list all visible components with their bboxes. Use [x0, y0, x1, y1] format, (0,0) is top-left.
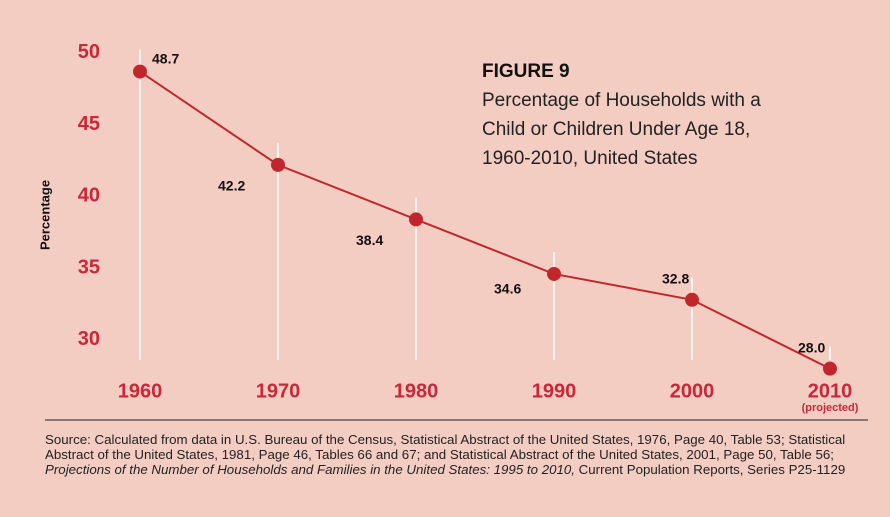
source-text: Source: Calculated from data in U.S. Bur…: [45, 432, 846, 462]
line: [139, 70, 831, 370]
y-axis-label: Percentage: [37, 180, 52, 250]
chart-title: FIGURE 9: [482, 61, 570, 82]
point: [133, 64, 147, 79]
subtitle: Percentage of Households with a: [482, 90, 761, 111]
data-label: 34.6: [494, 281, 521, 297]
x-tick-label: 2000: [670, 380, 715, 402]
y-tick-label: 30: [78, 328, 100, 350]
annotation: (projected): [802, 402, 859, 414]
x-tick-label: 2010: [808, 380, 853, 402]
point: [685, 292, 699, 307]
x-tick-label: 1980: [394, 380, 439, 402]
point: [271, 157, 285, 172]
y-tick-label: 45: [78, 113, 100, 135]
x-tick-label: 1990: [532, 380, 577, 402]
y-tick-label: 50: [78, 41, 100, 63]
subtitle: 1960-2010, United States: [482, 148, 698, 169]
data-label: 28.0: [798, 339, 825, 355]
x-tick-label: 1970: [256, 380, 301, 402]
y-tick-label: 40: [78, 185, 100, 207]
data-label: 38.4: [356, 232, 383, 248]
data-label: 48.7: [152, 50, 179, 66]
source-text: Projections of the Number of Households …: [45, 462, 575, 477]
plot: FIGURE 9 Percentage of Households with a…: [37, 41, 868, 421]
data-label: 42.2: [218, 178, 245, 194]
subtitle: Child or Children Under Age 18,: [482, 119, 750, 140]
source-text: Current Population Reports, Series P25-1…: [574, 462, 846, 477]
y-tick-label: 35: [78, 256, 100, 278]
point: [409, 212, 423, 227]
point: [547, 266, 561, 281]
x-tick-label: 1960: [118, 380, 163, 402]
source: Source: Calculated from data in U.S. Bur…: [45, 432, 875, 477]
data-label: 32.8: [662, 270, 689, 286]
point: [823, 361, 837, 376]
